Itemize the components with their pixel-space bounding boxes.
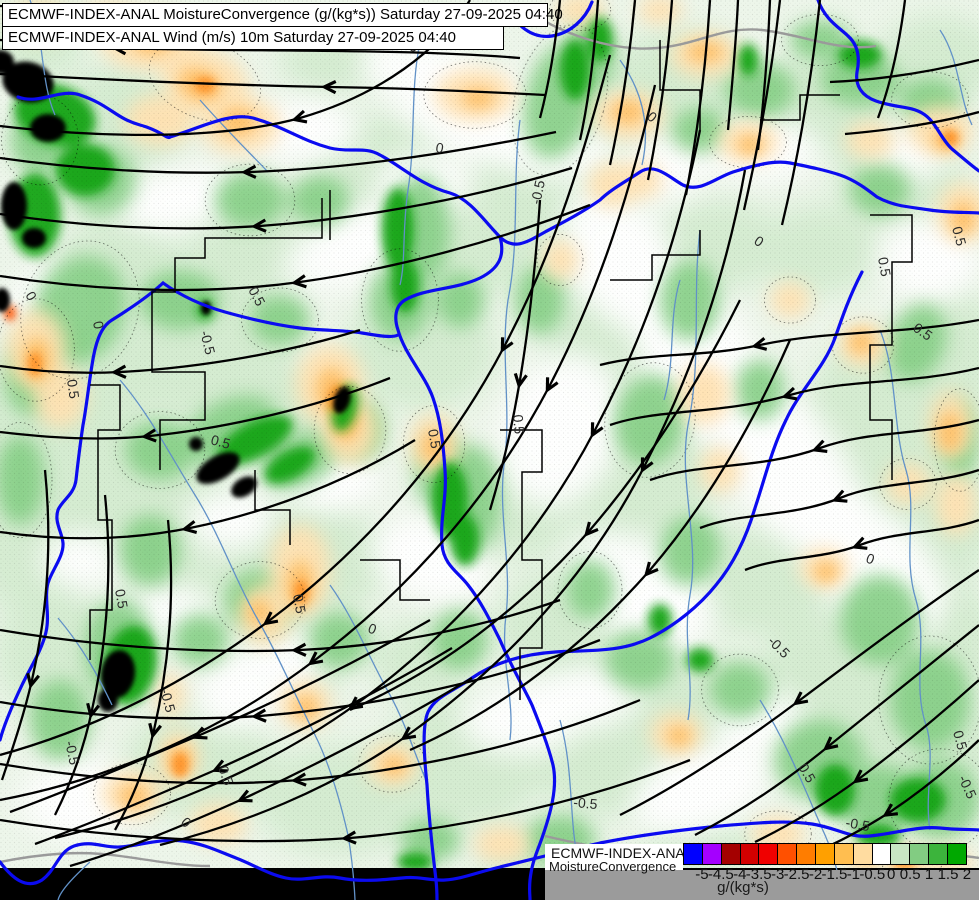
legend: ECMWF-INDEX-ANAL MoistureConvergence g/(… (545, 838, 979, 900)
legend-tick--1: -1 (846, 866, 861, 883)
legend-tick--2: -2 (808, 866, 823, 883)
legend-tick--0.5: -0.5 (859, 866, 886, 883)
contour-label: 0.5 (510, 414, 528, 435)
contour-label: 0.5 (950, 729, 971, 752)
legend-swatch-0 (871, 843, 892, 865)
contour-label: 0.5 (290, 593, 309, 615)
contour-label: -0.5 (62, 739, 83, 766)
legend-tick--4.5: -4.5 (707, 866, 734, 883)
wind-streamlines (0, 0, 979, 868)
legend-swatch--4.5 (701, 843, 722, 865)
legend-swatch-0.5 (890, 843, 911, 865)
legend-colorbar (683, 843, 967, 865)
legend-tick--4: -4 (733, 866, 747, 883)
contour-label: -0.5 (157, 687, 179, 715)
legend-tick--1.5: -1.5 (821, 866, 848, 883)
legend-swatch-1.5 (928, 843, 949, 865)
legend-units: g/(kg*s) (717, 879, 769, 896)
map-title-wind: ECMWF-INDEX-ANAL Wind (m/s) 10m Saturday… (2, 26, 504, 50)
legend-swatch-2 (947, 843, 967, 865)
legend-tick-1: 1 (924, 866, 934, 883)
legend-tick--3.5: -3.5 (745, 866, 772, 883)
legend-tick--5: -5 (695, 866, 709, 883)
legend-swatch--5 (683, 843, 703, 865)
contour-label: 0.5 (209, 431, 232, 452)
contour-label: 0.5 (64, 378, 83, 400)
legend-parameter: MoistureConvergence (549, 859, 677, 874)
contour-label: 0 (90, 320, 107, 331)
legend-swatch-1 (909, 843, 930, 865)
contour-label: 0.5 (425, 428, 444, 450)
contour-label: 0 (434, 139, 445, 156)
contour-label: -0.5 (527, 178, 548, 205)
legend-swatch--2 (796, 843, 817, 865)
legend-tick--2.5: -2.5 (783, 866, 810, 883)
legend-swatch--4 (720, 843, 741, 865)
map-title-moisture-convergence: ECMWF-INDEX-ANAL MoistureConvergence (g/… (2, 3, 563, 27)
contour-label: -0.5 (197, 329, 218, 356)
legend-swatch--0.5 (852, 843, 873, 865)
legend-tick-labels: -5 -4.5 -4 -3.5 -3 -2.5 -2 -1.5 -1 -0.5 0 0.5 1 1.5 2 (545, 866, 979, 883)
legend-swatch--3.5 (739, 843, 760, 865)
contour-label: 0.5 (949, 225, 970, 248)
legend-tick-0.5: 0.5 (899, 866, 921, 883)
legend-source: ECMWF-INDEX-ANAL (551, 845, 693, 861)
contour-label: -0.5 (844, 814, 871, 834)
legend-swatch--2.5 (777, 843, 798, 865)
legend-swatch--3 (758, 843, 779, 865)
legend-text-background (545, 844, 683, 872)
legend-swatch--1 (833, 843, 854, 865)
contour-label: -0.5 (573, 794, 599, 812)
legend-tick--3: -3 (770, 866, 785, 883)
legend-tick-2: 2 (962, 866, 972, 883)
contour-label: 0.5 (875, 256, 894, 278)
legend-gray-background (545, 870, 979, 900)
contour-label: 0.5 (215, 764, 237, 788)
legend-tick-0: 0 (887, 866, 896, 883)
contour-label: 0.5 (112, 588, 131, 610)
legend-swatch--1.5 (815, 843, 835, 865)
legend-tick-1.5: 1.5 (937, 866, 959, 883)
